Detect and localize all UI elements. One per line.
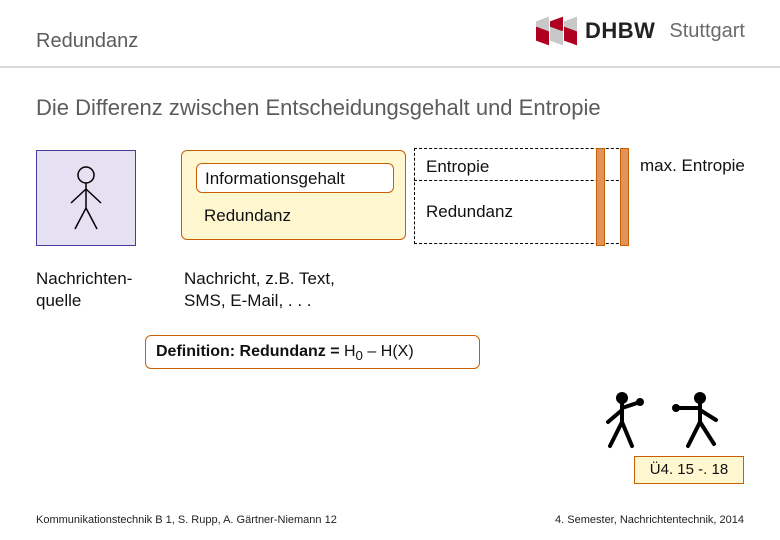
vertical-bar-2 [620, 148, 629, 246]
diagram: Informationsgehalt Redundanz Entropie Re… [36, 150, 736, 260]
message-caption-l2: SMS, E-Mail, . . . [184, 291, 312, 310]
footer-right: 4. Semester, Nachrichtentechnik, 2014 [555, 514, 744, 526]
definition-h0: H [340, 343, 356, 360]
fighters-icon [600, 388, 740, 452]
definition-sub: 0 [356, 348, 363, 363]
message-caption-l1: Nachricht, z.B. Text, [184, 269, 335, 288]
footer-left: Kommunikationstechnik B 1, S. Rupp, A. G… [36, 514, 337, 526]
source-caption-l2: quelle [36, 291, 81, 310]
message-box: Informationsgehalt Redundanz [181, 150, 406, 240]
logo-city: Stuttgart [669, 20, 745, 43]
logo-text: DHBW [585, 18, 655, 44]
source-box [36, 150, 136, 246]
redundanz-label-1: Redundanz [204, 206, 291, 226]
definition-bold: Definition: Redundanz = [156, 343, 340, 360]
header: Redundanz DHBW Stuttgart [0, 0, 780, 68]
max-entropie-label: max. Entropie [640, 156, 745, 176]
source-caption-l1: Nachrichten- [36, 269, 132, 288]
logo: DHBW Stuttgart [536, 18, 745, 44]
page-title: Redundanz [36, 30, 138, 53]
definition-rest: – H(X) [363, 343, 414, 360]
subtitle: Die Differenz zwischen Entscheidungsgeha… [36, 95, 601, 121]
person-icon [61, 163, 111, 233]
message-caption: Nachricht, z.B. Text, SMS, E-Mail, . . . [184, 268, 335, 312]
logo-icon [536, 19, 577, 43]
redundanz-label-2: Redundanz [426, 202, 513, 222]
definition-box: Definition: Redundanz = H0 – H(X) [145, 335, 480, 369]
exercise-box: Ü4. 15 -. 18 [634, 456, 744, 484]
source-caption: Nachrichten- quelle [36, 268, 132, 312]
entropie-label: Entropie [426, 157, 489, 177]
info-label: Informationsgehalt [196, 163, 394, 193]
vertical-bar-1 [596, 148, 605, 246]
